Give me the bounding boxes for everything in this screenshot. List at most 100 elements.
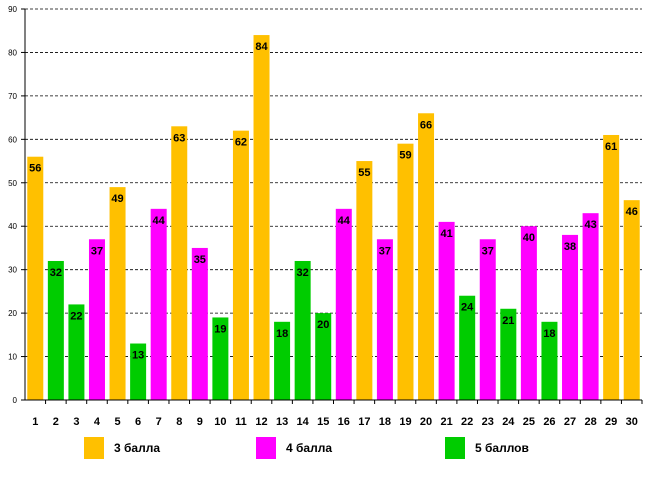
data-label-27: 38 bbox=[564, 241, 576, 253]
bar-1 bbox=[27, 156, 44, 400]
bar-23 bbox=[479, 239, 496, 400]
x-tick-label-29: 29 bbox=[605, 416, 617, 428]
data-label-10: 19 bbox=[214, 323, 226, 335]
bar-10 bbox=[212, 317, 229, 400]
bar-6 bbox=[130, 343, 147, 400]
x-tick-label-10: 10 bbox=[214, 416, 226, 428]
x-tick-label-1: 1 bbox=[32, 416, 38, 428]
x-tick-label-22: 22 bbox=[461, 416, 473, 428]
bar-16 bbox=[335, 208, 352, 400]
bar-26 bbox=[541, 321, 558, 400]
data-label-12: 84 bbox=[255, 41, 268, 53]
bar-15 bbox=[315, 313, 332, 400]
y-tick-label-80: 80 bbox=[8, 48, 17, 57]
data-label-18: 37 bbox=[379, 245, 391, 257]
x-tick-label-27: 27 bbox=[564, 416, 576, 428]
legend-swatch-5 bbox=[445, 437, 465, 459]
x-tick-label-7: 7 bbox=[156, 416, 162, 428]
y-tick-label-30: 30 bbox=[8, 266, 17, 275]
bar-22 bbox=[459, 295, 476, 400]
x-tick-label-11: 11 bbox=[235, 416, 247, 428]
bar-2 bbox=[47, 260, 64, 400]
legend-label-4: 4 балла bbox=[286, 441, 332, 455]
x-tick-label-21: 21 bbox=[440, 416, 452, 428]
bar-27 bbox=[562, 234, 579, 400]
data-label-8: 63 bbox=[173, 132, 185, 144]
data-label-13: 18 bbox=[276, 328, 288, 340]
data-label-2: 32 bbox=[50, 267, 62, 279]
x-tick-label-8: 8 bbox=[176, 416, 182, 428]
x-tick-label-17: 17 bbox=[358, 416, 370, 428]
x-tick-label-2: 2 bbox=[53, 416, 59, 428]
data-label-23: 37 bbox=[482, 245, 494, 257]
data-label-7: 44 bbox=[153, 215, 166, 227]
bar-3 bbox=[68, 304, 85, 400]
bar-21 bbox=[438, 221, 455, 400]
data-label-11: 62 bbox=[235, 137, 247, 149]
x-tick-label-4: 4 bbox=[94, 416, 101, 428]
data-labels: 56 32 22 37 49 13 44 63 35 19 62 84 18 32 20 44 55 37 59 66… bbox=[29, 41, 638, 361]
x-tick-label-3: 3 bbox=[73, 416, 79, 428]
x-tick-label-20: 20 bbox=[420, 416, 432, 428]
data-label-5: 49 bbox=[111, 193, 123, 205]
data-label-20: 66 bbox=[420, 119, 432, 131]
y-tick-label-0: 0 bbox=[13, 396, 18, 405]
legend-swatch-3 bbox=[84, 437, 104, 459]
bar-30 bbox=[623, 200, 640, 400]
data-label-9: 35 bbox=[194, 254, 206, 266]
data-label-29: 61 bbox=[605, 141, 617, 153]
y-tick-label-60: 60 bbox=[8, 135, 17, 144]
x-tick-label-24: 24 bbox=[502, 416, 515, 428]
data-label-17: 55 bbox=[358, 167, 370, 179]
x-tick-label-18: 18 bbox=[379, 416, 391, 428]
x-tick-label-26: 26 bbox=[543, 416, 555, 428]
bar-25 bbox=[520, 226, 537, 400]
data-label-4: 37 bbox=[91, 245, 103, 257]
bar-11 bbox=[232, 130, 249, 400]
bar-20 bbox=[418, 113, 435, 401]
data-label-6: 13 bbox=[132, 350, 144, 362]
bar-24 bbox=[500, 308, 517, 400]
bar-7 bbox=[150, 208, 167, 400]
y-tick-label-20: 20 bbox=[8, 309, 17, 318]
x-tick-label-9: 9 bbox=[197, 416, 203, 428]
bar-14 bbox=[294, 260, 311, 400]
bar-17 bbox=[356, 161, 373, 400]
data-label-21: 41 bbox=[440, 228, 452, 240]
data-label-24: 21 bbox=[502, 315, 514, 327]
grid-lines bbox=[25, 8, 642, 357]
x-tick-label-13: 13 bbox=[276, 416, 288, 428]
y-tick-label-10: 10 bbox=[8, 353, 17, 362]
y-tick-label-40: 40 bbox=[8, 222, 17, 231]
x-tick-label-30: 30 bbox=[626, 416, 638, 428]
x-tick-label-12: 12 bbox=[255, 416, 267, 428]
x-tick-label-28: 28 bbox=[584, 416, 596, 428]
bar-8 bbox=[171, 126, 188, 401]
x-tick-label-5: 5 bbox=[114, 416, 120, 428]
x-tick-label-19: 19 bbox=[399, 416, 411, 428]
bar-28 bbox=[582, 213, 599, 400]
y-tick-label-70: 70 bbox=[8, 92, 17, 101]
data-label-25: 40 bbox=[523, 232, 535, 244]
x-tick-label-14: 14 bbox=[297, 416, 310, 428]
y-tick-label-50: 50 bbox=[8, 179, 17, 188]
bar-9 bbox=[191, 247, 208, 400]
bar-5 bbox=[109, 187, 126, 400]
x-tick-label-15: 15 bbox=[317, 416, 329, 428]
data-label-14: 32 bbox=[297, 267, 309, 279]
data-label-15: 20 bbox=[317, 319, 329, 331]
data-label-19: 59 bbox=[399, 150, 411, 162]
data-label-22: 24 bbox=[461, 302, 474, 314]
data-label-30: 46 bbox=[626, 206, 638, 218]
data-label-16: 44 bbox=[338, 215, 351, 227]
x-tick-label-6: 6 bbox=[135, 416, 141, 428]
y-tick-label-90: 90 bbox=[8, 5, 17, 14]
data-label-28: 43 bbox=[584, 219, 596, 231]
legend: 3 балла 4 балла 5 баллов bbox=[84, 437, 529, 459]
x-tick-label-16: 16 bbox=[338, 416, 350, 428]
bar-29 bbox=[603, 134, 620, 400]
bar-13 bbox=[274, 321, 291, 400]
